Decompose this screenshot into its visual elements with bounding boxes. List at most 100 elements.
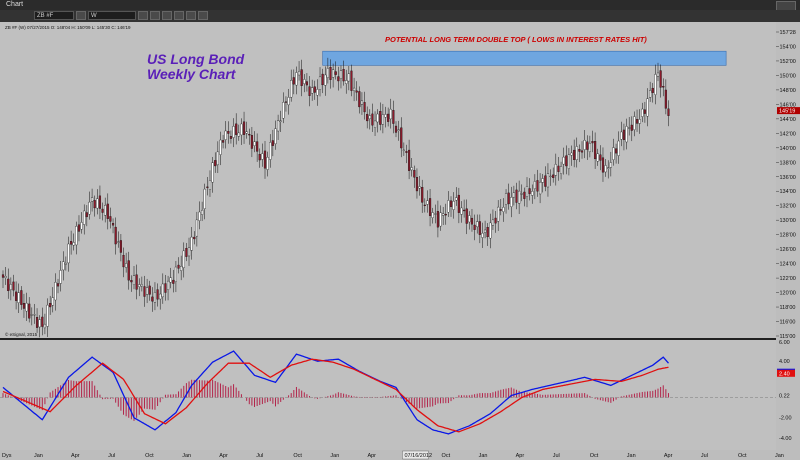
price-tick-label: 134'00 <box>780 189 796 195</box>
price-tick-label: 126'00 <box>780 247 796 253</box>
candle-190 <box>499 198 502 216</box>
candle-2 <box>7 268 10 299</box>
candle-152 <box>400 117 403 158</box>
candle-130 <box>342 60 345 86</box>
time-axis-labels: Jan Apr Jul Oct Jan Apr Jul Oct Jan Apr 07/16/2012… <box>34 450 784 460</box>
price-tick-label: 124'00 <box>780 262 796 268</box>
candle-221 <box>580 141 584 159</box>
candle-82 <box>216 141 219 174</box>
candle-124 <box>326 57 329 84</box>
candle-185 <box>486 223 489 246</box>
price-scale[interactable] <box>776 22 800 450</box>
candle-120 <box>316 79 319 106</box>
candle-133 <box>350 64 353 97</box>
candle-231 <box>607 160 610 179</box>
candle-201 <box>528 178 531 201</box>
candle-22 <box>59 260 62 292</box>
macd-series-line <box>2 350 669 435</box>
indicator-tick-label: 4.00 <box>779 359 790 365</box>
time-tick-label: Jan <box>479 453 488 459</box>
candle-17 <box>46 298 49 337</box>
toolbar-button-2[interactable] <box>162 11 172 20</box>
candle-63 <box>166 275 170 301</box>
symbol-input[interactable]: ZB #F <box>34 11 74 20</box>
candle-180 <box>473 214 476 241</box>
candle-253 <box>664 79 667 115</box>
candle-112 <box>295 66 298 95</box>
candle-34 <box>91 188 94 212</box>
symbol-dropdown-button[interactable] <box>76 11 86 20</box>
candle-61 <box>161 273 164 304</box>
price-tick-label: 120'00 <box>780 291 796 297</box>
candle-11 <box>30 307 33 326</box>
toolbar-button-3[interactable] <box>174 11 184 20</box>
candle-196 <box>515 182 518 210</box>
candle-131 <box>345 69 348 94</box>
chart-title-line2: Weekly Chart <box>147 66 237 82</box>
candle-136 <box>358 86 361 114</box>
candle-99 <box>261 143 264 167</box>
candle-188 <box>494 211 497 233</box>
candle-65 <box>172 269 175 293</box>
price-tick-label: 154'00 <box>780 44 796 50</box>
candle-64 <box>169 267 172 289</box>
candle-203 <box>533 174 536 200</box>
window-title: Chart <box>6 1 24 8</box>
candle-220 <box>578 144 581 163</box>
candle-109 <box>287 88 290 115</box>
time-tick-label: Jul <box>553 453 560 459</box>
candle-122 <box>321 68 324 94</box>
toolbar-button-5[interactable] <box>198 11 208 20</box>
time-scale[interactable] <box>0 450 800 460</box>
time-tick-label: Jul <box>256 453 263 459</box>
candle-128 <box>337 66 340 91</box>
candle-214 <box>562 147 565 175</box>
candle-202 <box>531 184 534 204</box>
candle-72 <box>190 226 193 260</box>
candle-60 <box>159 286 162 310</box>
candle-27 <box>72 233 75 251</box>
candle-166 <box>436 200 439 238</box>
candle-159 <box>418 175 421 196</box>
candle-106 <box>279 110 282 132</box>
candle-30 <box>80 212 83 234</box>
price-tick-label: 118'00 <box>780 305 796 311</box>
candle-80 <box>211 156 214 193</box>
candle-232 <box>609 151 612 177</box>
candle-6 <box>17 283 20 313</box>
candle-208 <box>546 163 550 197</box>
candle-146 <box>384 106 387 128</box>
candle-3 <box>9 277 12 301</box>
candle-19 <box>51 287 54 313</box>
candle-254 <box>667 100 670 127</box>
candle-226 <box>594 132 597 169</box>
candle-43 <box>114 217 117 255</box>
candle-87 <box>229 130 233 144</box>
toolbar-button-4[interactable] <box>186 11 196 20</box>
time-tick-label: Oct <box>442 453 451 459</box>
candle-211 <box>554 153 557 186</box>
candle-145 <box>381 103 384 134</box>
candle-223 <box>586 135 589 160</box>
candle-218 <box>573 139 576 168</box>
candle-229 <box>601 147 605 182</box>
candle-228 <box>599 145 602 171</box>
double-top-band <box>322 50 727 66</box>
price-tick-label: 152'00 <box>780 59 796 65</box>
indicator-tick-label: 0.22 <box>779 393 790 399</box>
candle-149 <box>392 100 395 134</box>
indicator-value-marker <box>777 369 795 377</box>
candle-118 <box>311 79 314 101</box>
time-tick-label: Jul <box>108 453 115 459</box>
interval-dropdown-button[interactable] <box>138 11 148 20</box>
candle-20 <box>54 273 57 311</box>
candle-181 <box>476 214 479 234</box>
candle-88 <box>232 118 235 148</box>
toolbar-button-1[interactable] <box>150 11 160 20</box>
candle-57 <box>151 287 154 312</box>
highlighted-date-box <box>402 450 429 460</box>
candle-195 <box>512 185 515 206</box>
price-tick-label: 116'00 <box>780 320 796 326</box>
interval-input[interactable]: W <box>88 11 136 20</box>
